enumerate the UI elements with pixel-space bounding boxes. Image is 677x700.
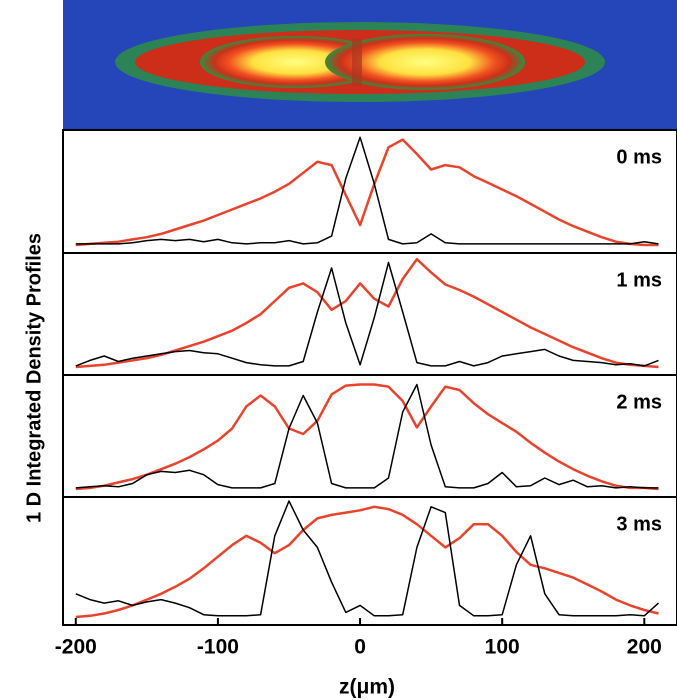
profile-line: [75, 383, 659, 489]
x-tick-label: 200: [627, 636, 662, 659]
profile-line: [75, 138, 659, 247]
profile-line: [75, 261, 659, 367]
x-tick-label: 0: [354, 636, 366, 659]
panel-label: 3 ms: [616, 513, 662, 535]
panel-label: 1 ms: [616, 269, 662, 291]
panel-label: 0 ms: [616, 146, 662, 168]
x-tick-label: -100: [197, 636, 239, 659]
profile-line: [75, 136, 659, 245]
x-tick-label: 100: [485, 636, 520, 659]
profile-line: [75, 257, 659, 369]
panel-label: 2 ms: [616, 391, 662, 413]
absorption-image: [63, 0, 677, 130]
profile-line: [75, 500, 659, 617]
y-axis-label: 1 D Integrated Density Profiles: [23, 233, 45, 523]
x-axis-label: z(μm): [339, 676, 395, 699]
profile-line: [75, 505, 659, 619]
x-tick-label: -200: [55, 636, 97, 659]
panel-frame: [62, 374, 677, 498]
panel-frame: [62, 496, 677, 626]
profile-line: [75, 383, 659, 491]
